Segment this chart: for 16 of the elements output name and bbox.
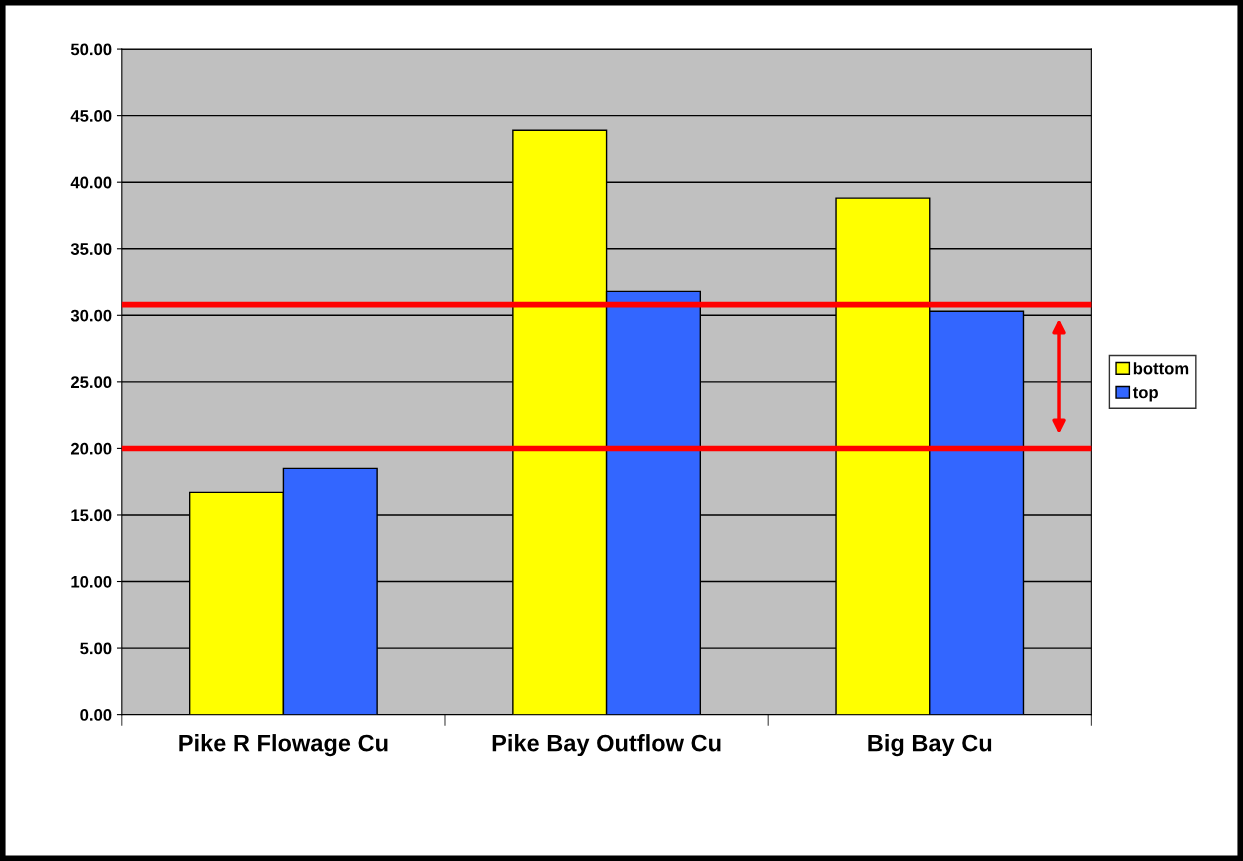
- y-tick-label: 40.00: [70, 176, 112, 189]
- legend-label: bottom: [1133, 362, 1189, 375]
- y-tick-label: 0.00: [80, 709, 112, 721]
- y-tick-label: 45.00: [70, 110, 112, 122]
- y-tick-label: 30.00: [70, 309, 112, 322]
- y-tick-label: 35.00: [70, 243, 112, 255]
- x-tick-label: Big Bay Cu: [868, 734, 992, 757]
- y-tick-label: 20.00: [70, 442, 112, 455]
- y-tick-label: 10.00: [71, 575, 112, 588]
- x-tick-label: Pike R Flowage Cu: [179, 734, 388, 757]
- y-tick-label: 25.00: [70, 376, 112, 389]
- y-tick-label: 15.00: [71, 509, 112, 522]
- y-tick-label: 50.00: [70, 43, 112, 56]
- y-tick-label: 5.00: [80, 642, 112, 655]
- x-tick-label: Pike Bay Outflow Cu: [492, 734, 721, 757]
- legend-label: top: [1132, 387, 1158, 402]
